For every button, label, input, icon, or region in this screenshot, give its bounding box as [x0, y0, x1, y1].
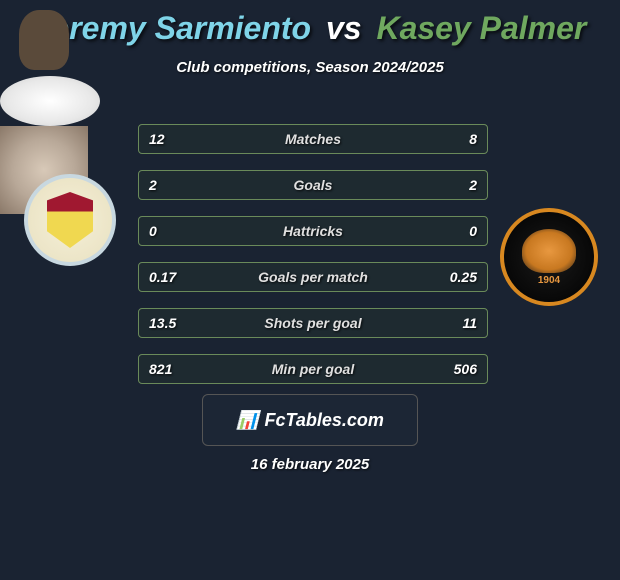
player1-photo: [0, 76, 100, 126]
team2-crest: 1904: [500, 208, 598, 306]
stat-row-min-per-goal: 821 Min per goal 506: [138, 354, 488, 384]
stats-table: 12 Matches 8 2 Goals 2 0 Hattricks 0 0.1…: [138, 124, 488, 400]
stat-right-value: 0: [469, 223, 477, 239]
stat-right-value: 0.25: [450, 269, 477, 285]
stat-label: Min per goal: [139, 361, 487, 377]
date-label: 16 february 2025: [0, 456, 620, 473]
watermark: 📊 FcTables.com: [202, 394, 418, 446]
stat-row-hattricks: 0 Hattricks 0: [138, 216, 488, 246]
stat-label: Shots per goal: [139, 315, 487, 331]
stat-right-value: 8: [469, 131, 477, 147]
team2-crest-tiger: [522, 229, 576, 273]
stat-left-value: 821: [149, 361, 172, 377]
chart-icon: 📊: [236, 410, 258, 431]
stat-row-goals: 2 Goals 2: [138, 170, 488, 200]
stat-right-value: 2: [469, 177, 477, 193]
stat-row-matches: 12 Matches 8: [138, 124, 488, 154]
stat-row-goals-per-match: 0.17 Goals per match 0.25: [138, 262, 488, 292]
stat-label: Matches: [139, 131, 487, 147]
subtitle: Club competitions, Season 2024/2025: [0, 59, 620, 76]
stat-left-value: 2: [149, 177, 157, 193]
stat-left-value: 0: [149, 223, 157, 239]
stat-label: Hattricks: [139, 223, 487, 239]
team2-crest-year: 1904: [538, 275, 560, 286]
stat-left-value: 13.5: [149, 315, 176, 331]
stat-left-value: 0.17: [149, 269, 176, 285]
stat-right-value: 506: [454, 361, 477, 377]
stat-right-value: 11: [462, 315, 477, 331]
comparison-title: Jeremy Sarmiento vs Kasey Palmer: [0, 0, 620, 47]
stat-left-value: 12: [149, 131, 165, 147]
vs-label: vs: [326, 10, 362, 46]
watermark-text: FcTables.com: [265, 410, 384, 431]
stat-row-shots-per-goal: 13.5 Shots per goal 11: [138, 308, 488, 338]
team1-crest-shield: [47, 192, 93, 248]
team1-crest: [24, 174, 116, 266]
player2-name: Kasey Palmer: [376, 10, 586, 46]
stat-label: Goals: [139, 177, 487, 193]
stat-label: Goals per match: [139, 269, 487, 285]
player1-name: Jeremy Sarmiento: [34, 10, 311, 46]
